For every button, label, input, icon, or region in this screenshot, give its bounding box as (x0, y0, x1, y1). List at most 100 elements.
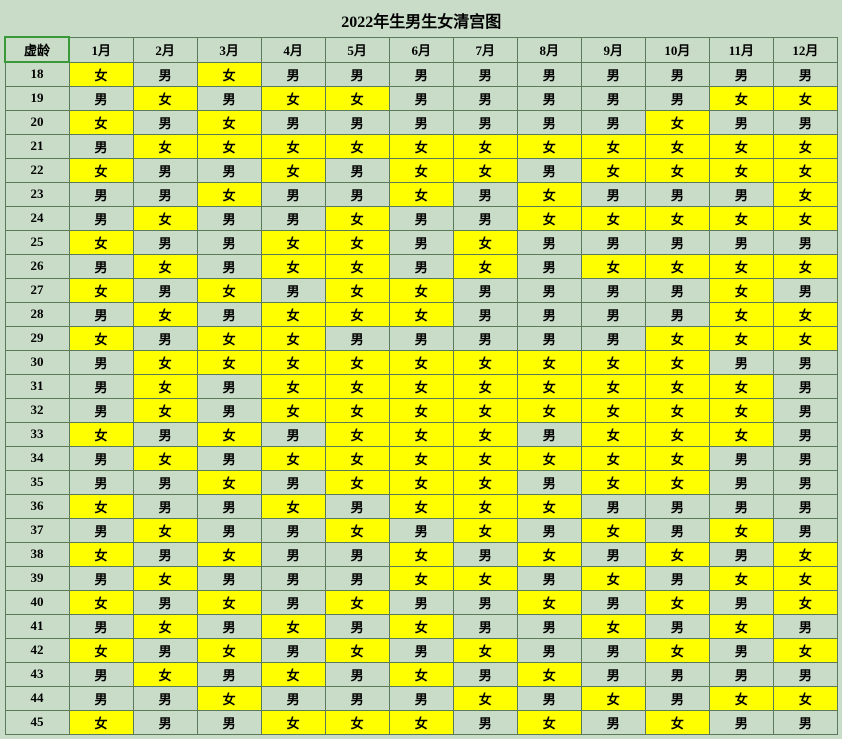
female-cell: 女 (133, 398, 197, 422)
male-cell: 男 (69, 398, 133, 422)
male-cell: 男 (645, 662, 709, 686)
female-cell: 女 (645, 350, 709, 374)
male-cell: 男 (581, 590, 645, 614)
female-cell: 女 (517, 542, 581, 566)
table-row: 36女男男女男女女女男男男男 (5, 494, 838, 518)
female-cell: 女 (709, 302, 773, 326)
male-cell: 男 (581, 710, 645, 734)
table-row: 40女男女男女男男女男女男女 (5, 590, 838, 614)
age-cell: 41 (5, 614, 69, 638)
female-cell: 女 (773, 302, 837, 326)
female-cell: 女 (453, 158, 517, 182)
male-cell: 男 (581, 182, 645, 206)
male-cell: 男 (453, 614, 517, 638)
female-cell: 女 (325, 206, 389, 230)
age-cell: 35 (5, 470, 69, 494)
male-cell: 男 (197, 662, 261, 686)
male-cell: 男 (261, 470, 325, 494)
female-cell: 女 (69, 422, 133, 446)
female-cell: 女 (773, 326, 837, 350)
female-cell: 女 (581, 398, 645, 422)
male-cell: 男 (261, 62, 325, 86)
month-header: 8月 (517, 37, 581, 62)
male-cell: 男 (453, 302, 517, 326)
female-cell: 女 (69, 638, 133, 662)
male-cell: 男 (581, 494, 645, 518)
male-cell: 男 (517, 518, 581, 542)
female-cell: 女 (133, 134, 197, 158)
age-cell: 33 (5, 422, 69, 446)
male-cell: 男 (645, 518, 709, 542)
female-cell: 女 (197, 134, 261, 158)
male-cell: 男 (197, 302, 261, 326)
male-cell: 男 (69, 374, 133, 398)
female-cell: 女 (517, 446, 581, 470)
table-row: 25女男男女女男女男男男男男 (5, 230, 838, 254)
female-cell: 女 (389, 278, 453, 302)
female-cell: 女 (517, 590, 581, 614)
male-cell: 男 (133, 158, 197, 182)
female-cell: 女 (389, 398, 453, 422)
female-cell: 女 (197, 422, 261, 446)
female-cell: 女 (389, 662, 453, 686)
male-cell: 男 (517, 62, 581, 86)
female-cell: 女 (517, 134, 581, 158)
male-cell: 男 (133, 278, 197, 302)
female-cell: 女 (69, 278, 133, 302)
female-cell: 女 (709, 206, 773, 230)
table-row: 31男女男女女女女女女女女男 (5, 374, 838, 398)
male-cell: 男 (325, 542, 389, 566)
female-cell: 女 (325, 350, 389, 374)
female-cell: 女 (709, 518, 773, 542)
male-cell: 男 (69, 206, 133, 230)
female-cell: 女 (453, 494, 517, 518)
female-cell: 女 (261, 710, 325, 734)
female-cell: 女 (453, 566, 517, 590)
male-cell: 男 (261, 566, 325, 590)
male-cell: 男 (197, 710, 261, 734)
month-header: 3月 (197, 37, 261, 62)
male-cell: 男 (261, 638, 325, 662)
male-cell: 男 (581, 638, 645, 662)
table-row: 38女男女男男女男女男女男女 (5, 542, 838, 566)
male-cell: 男 (389, 326, 453, 350)
male-cell: 男 (645, 494, 709, 518)
age-cell: 37 (5, 518, 69, 542)
table-row: 33女男女男女女女男女女女男 (5, 422, 838, 446)
female-cell: 女 (197, 350, 261, 374)
female-cell: 女 (197, 470, 261, 494)
female-cell: 女 (645, 638, 709, 662)
female-cell: 女 (517, 374, 581, 398)
female-cell: 女 (325, 134, 389, 158)
age-cell: 34 (5, 446, 69, 470)
female-cell: 女 (517, 662, 581, 686)
male-cell: 男 (197, 446, 261, 470)
male-cell: 男 (133, 182, 197, 206)
male-cell: 男 (773, 494, 837, 518)
female-cell: 女 (133, 446, 197, 470)
female-cell: 女 (261, 662, 325, 686)
male-cell: 男 (197, 206, 261, 230)
male-cell: 男 (69, 566, 133, 590)
male-cell: 男 (389, 590, 453, 614)
female-cell: 女 (325, 302, 389, 326)
male-cell: 男 (69, 614, 133, 638)
female-cell: 女 (709, 374, 773, 398)
female-cell: 女 (773, 542, 837, 566)
female-cell: 女 (261, 230, 325, 254)
male-cell: 男 (645, 614, 709, 638)
male-cell: 男 (325, 62, 389, 86)
female-cell: 女 (325, 710, 389, 734)
female-cell: 女 (261, 254, 325, 278)
age-cell: 27 (5, 278, 69, 302)
male-cell: 男 (517, 86, 581, 110)
male-cell: 男 (645, 302, 709, 326)
male-cell: 男 (389, 230, 453, 254)
female-cell: 女 (517, 206, 581, 230)
female-cell: 女 (581, 566, 645, 590)
male-cell: 男 (517, 278, 581, 302)
male-cell: 男 (453, 542, 517, 566)
male-cell: 男 (197, 230, 261, 254)
age-cell: 38 (5, 542, 69, 566)
female-cell: 女 (517, 182, 581, 206)
